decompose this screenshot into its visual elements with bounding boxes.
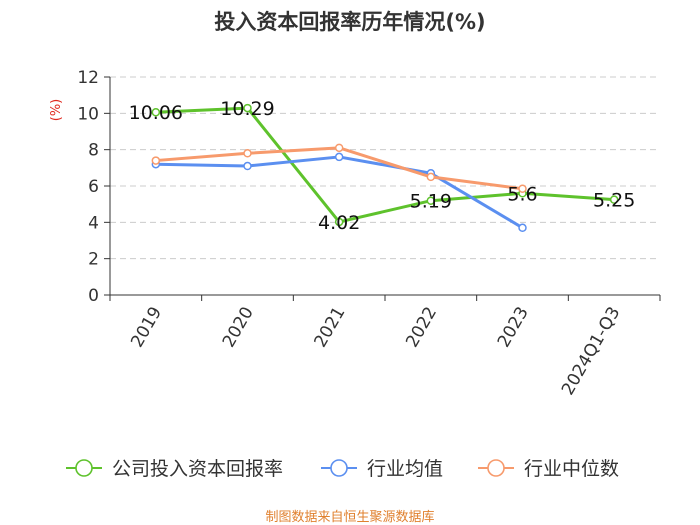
x-tick-label: 2022 [402, 304, 441, 351]
data-point[interactable] [334, 152, 344, 162]
y-tick-label: 2 [88, 250, 99, 270]
series-line-0 [155, 106, 615, 224]
data-point[interactable] [243, 149, 252, 158]
data-point[interactable] [518, 184, 527, 193]
chart-title: 投入资本回报率历年情况(%) [214, 10, 485, 34]
data-labels: 10.06 10.29 4.02 5.19 5.6 5.25 [129, 98, 636, 234]
x-tick-label: 2020 [219, 304, 258, 351]
data-point[interactable] [609, 195, 619, 204]
data-label: 10.06 [129, 102, 183, 124]
data-point[interactable] [426, 196, 436, 205]
legend-marker [75, 459, 93, 477]
legend-item-2[interactable]: 行业中位数 [478, 458, 619, 480]
x-tick-label: 2021 [311, 304, 350, 351]
grid-lines [110, 76, 660, 260]
y-tick-label: 0 [88, 286, 99, 306]
legend-marker [487, 459, 505, 477]
legend-marker [330, 459, 348, 477]
data-label: 10.29 [220, 98, 274, 120]
series-lines [151, 103, 619, 233]
data-point[interactable] [518, 223, 527, 233]
y-tick-label: 8 [88, 141, 99, 161]
legend-label: 行业中位数 [524, 458, 619, 480]
data-point[interactable] [151, 107, 161, 117]
y-axis-label: (%) [49, 99, 64, 122]
x-tick-label: 2019 [127, 304, 166, 351]
source-footer: 制图数据来自恒生聚源数据库 [265, 509, 434, 525]
y-tick-label: 12 [77, 68, 99, 88]
legend-item-1[interactable]: 行业均值 [321, 458, 443, 480]
data-label: 5.25 [593, 190, 635, 212]
data-point[interactable] [334, 217, 344, 227]
x-tick-label: 2024Q1-Q3 [558, 304, 625, 399]
data-label: 5.19 [410, 191, 452, 213]
y-tick-label: 6 [88, 177, 99, 197]
legend-item-0[interactable]: 公司投入资本回报率 [66, 458, 283, 480]
data-point[interactable] [151, 156, 161, 165]
data-point[interactable] [243, 103, 252, 113]
data-point[interactable] [426, 172, 436, 182]
x-tick-label: 2023 [494, 304, 533, 351]
data-point[interactable] [334, 143, 344, 153]
y-tick-label: 4 [88, 213, 99, 233]
legend[interactable]: 公司投入资本回报率 行业均值 行业中位数 [66, 458, 619, 480]
data-label: 4.02 [318, 212, 360, 234]
data-point[interactable] [243, 161, 252, 171]
legend-label: 行业均值 [367, 458, 443, 480]
data-label: 5.6 [507, 183, 537, 205]
legend-label: 公司投入资本回报率 [112, 458, 283, 480]
y-tick-label: 10 [77, 104, 99, 124]
